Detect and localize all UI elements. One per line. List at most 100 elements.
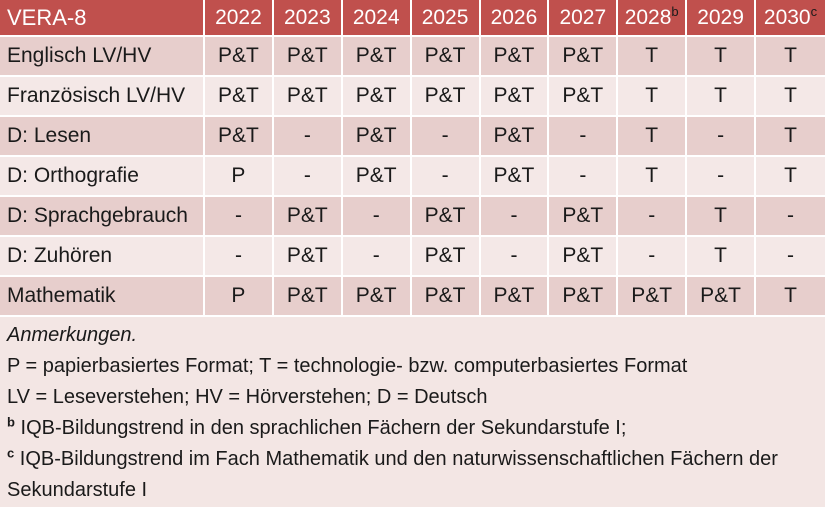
cell-value: P&T: [411, 237, 481, 277]
cell-value: -: [205, 197, 274, 237]
cell-value: -: [411, 157, 481, 197]
note-line: P = papierbasiertes Format; T = technolo…: [7, 355, 688, 377]
cell-value: P&T: [205, 77, 274, 117]
cell-value: -: [618, 197, 688, 237]
cell-value: P&T: [411, 37, 481, 77]
cell-value: P&T: [273, 37, 343, 77]
cell-value: P: [205, 277, 274, 317]
cell-value: T: [618, 77, 688, 117]
cell-value: T: [756, 37, 825, 77]
cell-value: P&T: [480, 37, 550, 77]
cell-value: P&T: [411, 77, 481, 117]
cell-value: P&T: [342, 117, 412, 157]
year-header-2022: 2022: [205, 0, 274, 37]
footnote-marker-c: c: [7, 445, 15, 461]
cell-value: -: [273, 157, 343, 197]
cell-value: -: [342, 197, 412, 237]
table-body: Englisch LV/HV P&T P&T P&T P&T P&T P&T T T T Franz…: [0, 37, 825, 317]
cell-value: -: [756, 237, 825, 277]
cell-value: -: [342, 237, 412, 277]
cell-value: -: [756, 197, 825, 237]
cell-value: -: [480, 197, 550, 237]
cell-value: T: [756, 117, 825, 157]
table-row: Französisch LV/HV P&T P&T P&T P&T P&T P&T T T T: [0, 77, 825, 117]
row-label: D: Lesen: [0, 117, 205, 157]
year-header-2023: 2023: [273, 0, 343, 37]
cell-value: P&T: [549, 197, 619, 237]
year-header-2025: 2025: [411, 0, 481, 37]
row-label: D: Orthografie: [0, 157, 205, 197]
cell-value: T: [756, 77, 825, 117]
cell-value: P&T: [480, 277, 550, 317]
cell-value: P&T: [342, 37, 412, 77]
cell-value: P&T: [273, 77, 343, 117]
cell-value: P&T: [480, 157, 550, 197]
footnote-marker-b: b: [671, 3, 679, 19]
cell-value: T: [618, 157, 688, 197]
row-label: Französisch LV/HV: [0, 77, 205, 117]
notes-section: Anmerkungen. P = papierbasiertes Format;…: [0, 317, 825, 506]
year-header-2028: 2028b: [618, 0, 688, 37]
footnote-marker-c: c: [810, 3, 818, 19]
notes-lines: P = papierbasiertes Format; T = technolo…: [7, 351, 817, 506]
year-header-2024: 2024: [342, 0, 412, 37]
notes-title: Anmerkungen.: [7, 324, 138, 346]
cell-value: P&T: [273, 237, 343, 277]
table-row: D: Sprachgebrauch - P&T - P&T - P&T - T -: [0, 197, 825, 237]
row-label: Mathematik: [0, 277, 205, 317]
cell-value: P&T: [342, 157, 412, 197]
cell-value: P&T: [549, 237, 619, 277]
table-row: D: Zuhören - P&T - P&T - P&T - T -: [0, 237, 825, 277]
cell-value: T: [687, 197, 756, 237]
cell-value: T: [687, 37, 756, 77]
cell-value: P&T: [342, 277, 412, 317]
cell-value: P&T: [549, 37, 619, 77]
cell-value: P&T: [480, 77, 550, 117]
cell-value: P&T: [205, 117, 274, 157]
year-header-2029: 2029: [687, 0, 756, 37]
note-line: b IQB-Bildungstrend in den sprachlichen …: [7, 414, 627, 439]
cell-value: -: [549, 157, 619, 197]
cell-value: P&T: [480, 117, 550, 157]
note-line: c IQB-Bildungstrend im Fach Mathematik u…: [7, 445, 778, 501]
row-label: Englisch LV/HV: [0, 37, 205, 77]
table-row: D: Orthografie P - P&T - P&T - T - T: [0, 157, 825, 197]
cell-value: P&T: [411, 197, 481, 237]
note-line: LV = Leseverstehen; HV = Hörverstehen; D…: [7, 386, 488, 408]
cell-value: T: [618, 37, 688, 77]
cell-value: -: [273, 117, 343, 157]
cell-value: P&T: [687, 277, 756, 317]
cell-value: T: [687, 77, 756, 117]
cell-value: P&T: [618, 277, 688, 317]
cell-value: P&T: [549, 277, 619, 317]
cell-value: T: [618, 117, 688, 157]
cell-value: -: [687, 157, 756, 197]
cell-value: T: [687, 237, 756, 277]
header-row: VERA-8 2022 2023 2024 2025 2026 2027 2028b 2029 2…: [0, 0, 825, 37]
cell-value: -: [480, 237, 550, 277]
cell-value: T: [756, 157, 825, 197]
vera8-table: VERA-8 2022 2023 2024 2025 2026 2027 2028b 2029 2…: [0, 0, 825, 317]
cell-value: -: [549, 117, 619, 157]
row-label: D: Sprachgebrauch: [0, 197, 205, 237]
cell-value: P&T: [205, 37, 274, 77]
year-header-2026: 2026: [480, 0, 550, 37]
cell-value: P&T: [549, 77, 619, 117]
footnote-marker-b: b: [7, 414, 15, 430]
cell-value: -: [411, 117, 481, 157]
cell-value: P&T: [342, 77, 412, 117]
row-label: D: Zuhören: [0, 237, 205, 277]
table-row: Englisch LV/HV P&T P&T P&T P&T P&T P&T T T T: [0, 37, 825, 77]
cell-value: P&T: [411, 277, 481, 317]
cell-value: T: [756, 277, 825, 317]
cell-value: -: [687, 117, 756, 157]
table-row: D: Lesen P&T - P&T - P&T - T - T: [0, 117, 825, 157]
year-header-2030: 2030c: [756, 0, 825, 37]
cell-value: P&T: [273, 277, 343, 317]
cell-value: -: [205, 237, 274, 277]
table-row: Mathematik P P&T P&T P&T P&T P&T P&T P&T T: [0, 277, 825, 317]
cell-value: P: [205, 157, 274, 197]
table-title: VERA-8: [0, 0, 205, 37]
cell-value: P&T: [273, 197, 343, 237]
